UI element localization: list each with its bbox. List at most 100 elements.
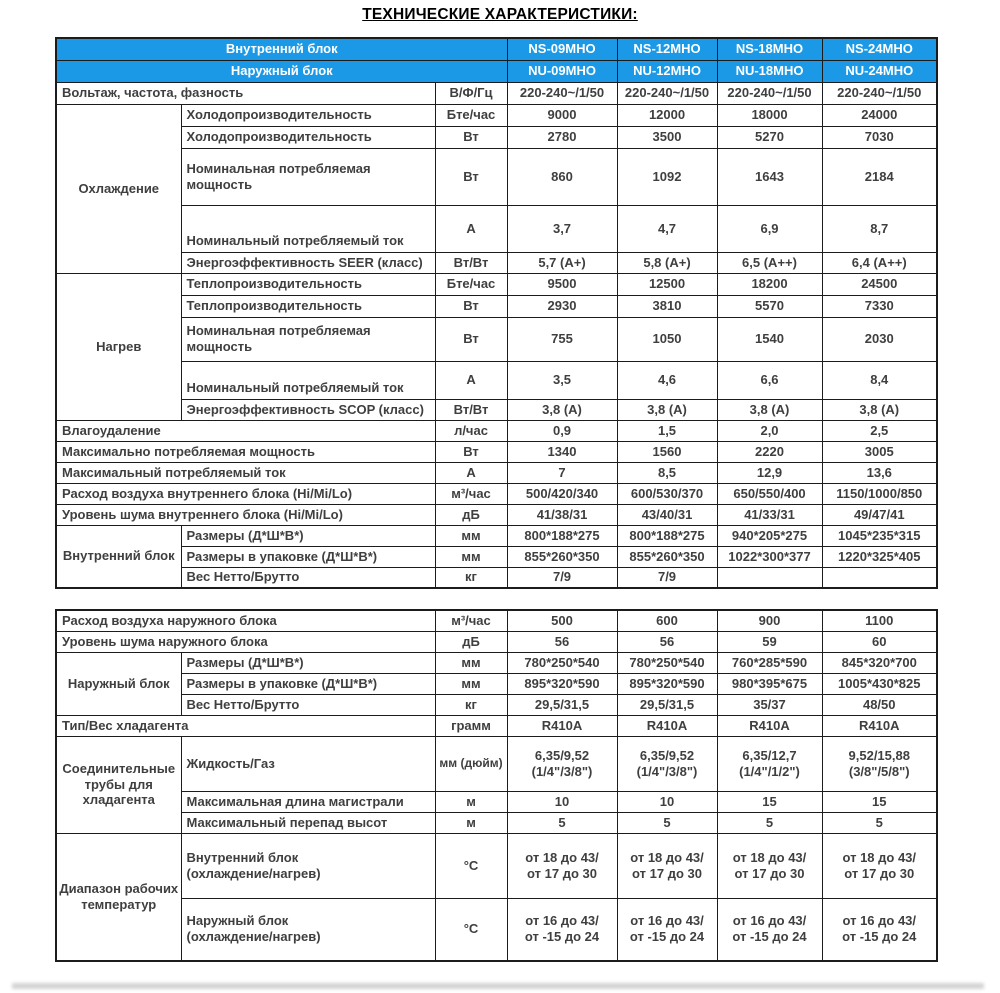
value-cell: 2220 <box>716 440 823 463</box>
value-cell: 3,8 (A) <box>716 398 823 421</box>
value-cell: 1340 <box>506 440 618 463</box>
value-cell: 895*320*590 <box>506 672 618 695</box>
value-cell: 6,5 (A++) <box>716 251 823 274</box>
unit-cell: м <box>434 790 508 813</box>
value-cell: 3500 <box>616 125 718 149</box>
row-label: Максимальный потребляемый ток <box>55 461 436 484</box>
value-cell: 3,8 (A) <box>821 398 938 421</box>
value-cell: 7030 <box>821 125 938 149</box>
value-cell: 5 <box>616 811 718 834</box>
value-cell: 8,7 <box>821 204 938 253</box>
row-label: Номинальная потребляемая мощность <box>180 316 436 362</box>
value-cell: 8,4 <box>821 360 938 400</box>
value-cell: 4,7 <box>616 204 718 253</box>
value-cell: 9,52/15,88 (3/8"/5/8") <box>821 735 938 792</box>
value-cell: 800*188*275 <box>506 524 618 547</box>
page-title: ТЕХНИЧЕСКИЕ ХАРАКТЕРИСТИКИ: <box>362 6 638 23</box>
document-page: { "title": "ТЕХНИЧЕСКИЕ ХАРАКТЕРИСТИКИ:"… <box>0 6 1000 993</box>
value-cell: 5 <box>716 811 823 834</box>
row-label: Размеры в упаковке (Д*Ш*В*) <box>180 672 436 695</box>
value-cell: 3,8 (A) <box>506 398 618 421</box>
value-cell: 18000 <box>716 103 823 127</box>
value-cell: 6,35/12,7 (1/4"/1/2") <box>716 735 823 792</box>
row-label: Наружный блок (охлаждение/нагрев) <box>180 897 436 962</box>
unit-cell: мм <box>434 545 508 568</box>
unit-cell: л/час <box>434 419 508 442</box>
group-label: Охлаждение <box>55 103 182 274</box>
value-cell: 1643 <box>716 147 823 206</box>
cutoff-artifact <box>12 983 984 989</box>
model-header: NU-18MHO <box>716 59 823 83</box>
value-cell: 29,5/31,5 <box>506 693 618 716</box>
value-cell: 845*320*700 <box>821 651 938 674</box>
unit-cell: Вт/Вт <box>434 251 508 274</box>
model-header: NS-09MHO <box>506 37 618 61</box>
value-cell: 2780 <box>506 125 618 149</box>
value-cell: 860 <box>506 147 618 206</box>
value-cell: 3,7 <box>506 204 618 253</box>
value-cell: от 18 до 43/ от 17 до 30 <box>616 832 718 899</box>
value-cell: 18200 <box>716 272 823 296</box>
unit-cell: мм <box>434 651 508 674</box>
value-cell: 5 <box>821 811 938 834</box>
value-cell: 15 <box>821 790 938 813</box>
value-cell: 6,4 (A++) <box>821 251 938 274</box>
row-label: Номинальный потребляемый ток <box>180 360 436 400</box>
unit-cell: Бте/час <box>434 103 508 127</box>
row-label: Энергоэффективность SCOP (класс) <box>180 398 436 421</box>
unit-cell: м <box>434 811 508 834</box>
row-label: Энергоэффективность SEER (класс) <box>180 251 436 274</box>
value-cell: 1540 <box>716 316 823 362</box>
value-cell: 6,35/9,52 (1/4"/3/8") <box>616 735 718 792</box>
value-cell: 24000 <box>821 103 938 127</box>
unit-cell: кг <box>434 566 508 589</box>
unit-cell: В/Ф/Гц <box>434 81 508 105</box>
value-cell: 7 <box>506 461 618 484</box>
model-header: NU-24MHO <box>821 59 938 83</box>
group-label: Внутренний блок <box>55 524 182 589</box>
value-cell: 220-240~/1/50 <box>821 81 938 105</box>
value-cell: 1150/1000/850 <box>821 482 938 505</box>
value-cell: 600 <box>616 609 718 632</box>
value-cell: 780*250*540 <box>506 651 618 674</box>
value-cell: R410A <box>821 714 938 737</box>
unit-cell: А <box>434 360 508 400</box>
row-label: Размеры (Д*Ш*В*) <box>180 651 436 674</box>
row-label: Максимальный перепад высот <box>180 811 436 834</box>
unit-cell: °С <box>434 897 508 962</box>
model-header: NS-18MHO <box>716 37 823 61</box>
value-cell: 600/530/370 <box>616 482 718 505</box>
unit-cell: кг <box>434 693 508 716</box>
value-cell: 3810 <box>616 294 718 318</box>
unit-cell: м³/час <box>434 482 508 505</box>
value-cell: от 18 до 43/ от 17 до 30 <box>716 832 823 899</box>
row-label: Внутренний блок (охлаждение/нагрев) <box>180 832 436 899</box>
row-label: Уровень шума внутреннего блока (Hi/Mi/Lo… <box>55 503 436 526</box>
value-cell: 12500 <box>616 272 718 296</box>
value-cell: 1092 <box>616 147 718 206</box>
value-cell: 0,9 <box>506 419 618 442</box>
group-label: Наружный блок <box>55 651 182 716</box>
value-cell: 56 <box>616 630 718 653</box>
group-label: Диапазон рабочих температур <box>55 832 182 962</box>
row-label: Тип/Вес хладагента <box>55 714 436 737</box>
value-cell: 9500 <box>506 272 618 296</box>
unit-cell: мм <box>434 524 508 547</box>
unit-cell: м³/час <box>434 609 508 632</box>
row-label: Влагоудаление <box>55 419 436 442</box>
row-label: Уровень шума наружного блока <box>55 630 436 653</box>
value-cell: 500 <box>506 609 618 632</box>
value-cell: от 16 до 43/ от -15 до 24 <box>716 897 823 962</box>
unit-cell: А <box>434 461 508 484</box>
value-cell: 1,5 <box>616 419 718 442</box>
value-cell: 7/9 <box>616 566 718 589</box>
value-cell: 49/47/41 <box>821 503 938 526</box>
value-cell: 855*260*350 <box>616 545 718 568</box>
value-cell: 2930 <box>506 294 618 318</box>
value-cell: R410A <box>506 714 618 737</box>
value-cell: 35/37 <box>716 693 823 716</box>
value-cell: 6,9 <box>716 204 823 253</box>
value-cell: R410A <box>616 714 718 737</box>
unit-cell: Вт <box>434 440 508 463</box>
value-cell: 220-240~/1/50 <box>506 81 618 105</box>
